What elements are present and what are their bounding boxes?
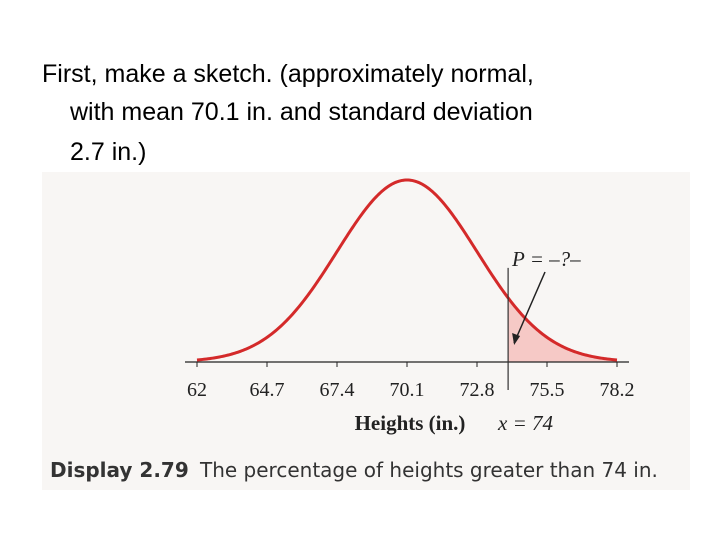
x-tick-label: 70.1 (390, 379, 425, 401)
x-axis-label: Heights (in.) (355, 411, 466, 435)
figure-background (42, 172, 690, 490)
caption-number: Display 2.79 (50, 458, 189, 482)
x-tick-label: 75.5 (530, 379, 565, 401)
arrow-head (512, 333, 521, 345)
x-tick-label: 67.4 (320, 379, 355, 401)
x-tick-label: 72.8 (460, 379, 495, 401)
threshold-label: x = 74 (497, 411, 553, 435)
shaded-area (508, 297, 617, 362)
annotation: P = –?– (511, 247, 581, 271)
annotation-arrow (513, 271, 546, 344)
figure: 62 64.7 67.4 70.1 72.8 75.5 78.2 (185, 178, 635, 401)
x-tick-label: 64.7 (250, 379, 285, 401)
slide-text: with mean 70.1 in. and standard deviatio… (69, 98, 533, 126)
normal-curve (196, 178, 618, 362)
slide-text: First, make a sketch. (approximately nor… (42, 60, 534, 88)
x-tick-label: 62 (187, 379, 207, 401)
caption: The percentage of heights greater than 7… (199, 458, 658, 482)
x-tick-label: 78.2 (600, 379, 635, 401)
slide-text: 2.7 in.) (70, 138, 146, 166)
